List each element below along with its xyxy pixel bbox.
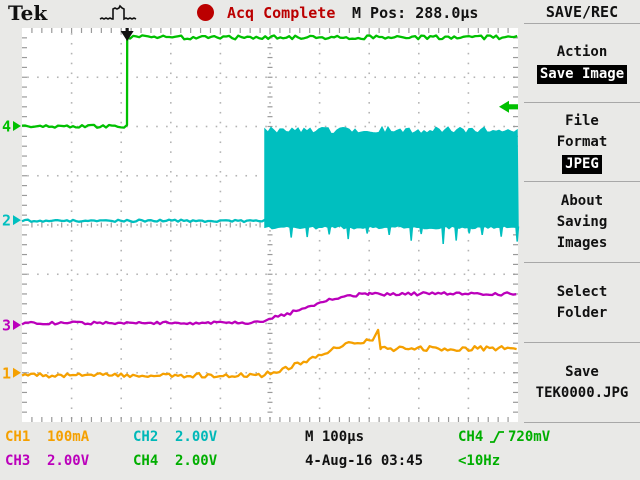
ch1-trace (21, 328, 517, 379)
status-bar: CH1 100mA CH2 2.00V M 100µs CH4 720mV CH… (0, 426, 640, 480)
ch2-label: CH2 (133, 429, 159, 445)
svg-text:3: 3 (2, 316, 11, 334)
header-bar: Tek Acq Complete M Pos: 288.0µs (0, 0, 640, 26)
menu-item-label: Saving (556, 213, 608, 230)
trigger-frequency-readout: <10Hz (458, 453, 501, 469)
ch2-zero-marker: 2 (2, 212, 21, 230)
svg-text:2: 2 (2, 212, 11, 230)
ch1-label: CH1 (5, 429, 31, 445)
softkey-menu: SAVE/REC Action Save Image File Format J… (524, 0, 640, 480)
menu-item-selected-value: Save Image (536, 65, 628, 84)
ch1-scale-readout: 100mA (47, 429, 90, 445)
menu-item-label: Action (556, 44, 608, 60)
ch2-trace-band (264, 125, 520, 244)
ch4-scale-readout: 2.00V (175, 453, 218, 469)
ch3-scale-readout: 2.00V (47, 453, 90, 469)
ch3-trace (21, 291, 517, 326)
menu-item-select-folder[interactable]: Select Folder (524, 263, 640, 343)
menu-title: SAVE/REC (524, 0, 640, 24)
menu-item-filename: TEK0000.JPG (535, 384, 629, 401)
menu-item-file-format[interactable]: File Format JPEG (524, 103, 640, 182)
trigger-source-label: CH4 (458, 429, 484, 445)
waveform-display: 2 4 3 1 (2, 28, 520, 422)
menu-item-label: Images (556, 234, 608, 251)
menu-item-about-saving-images[interactable]: About Saving Images (524, 182, 640, 263)
menu-item-label: Save (565, 363, 599, 380)
svg-text:1: 1 (2, 364, 11, 382)
menu-item-label: Select (556, 283, 608, 300)
menu-item-save-file[interactable]: Save TEK0000.JPG (524, 343, 640, 423)
trigger-level-readout: 720mV (508, 429, 551, 445)
ch4-zero-marker: 4 (2, 118, 21, 136)
timebase-readout: M 100µs (305, 429, 365, 445)
acquisition-status-icon (197, 4, 214, 21)
ch3-label: CH3 (5, 453, 31, 469)
tek-logo: Tek (8, 1, 48, 25)
ch1-zero-marker: 1 (2, 364, 21, 382)
acquisition-status-text: Acq Complete (227, 4, 336, 22)
menu-item-label: About (560, 192, 604, 209)
datetime-readout: 4-Aug-16 03:45 (305, 453, 424, 469)
ch2-trace (21, 218, 266, 224)
trigger-rising-slope-icon (490, 431, 504, 443)
menu-item-label: Folder (556, 304, 608, 321)
menu-item-selected-value: JPEG (562, 154, 602, 174)
trigger-position-marker (120, 28, 134, 41)
ch3-zero-marker: 3 (2, 316, 21, 334)
ch4-trace (21, 34, 518, 129)
trigger-level-marker (499, 100, 518, 113)
menu-item-action[interactable]: Action Save Image (524, 24, 640, 103)
svg-text:4: 4 (2, 118, 11, 136)
menu-item-label: File (565, 112, 599, 129)
trigger-status-waveform-icon (99, 4, 137, 21)
ch2-scale-readout: 2.00V (175, 429, 218, 445)
menu-item-label: Format (556, 133, 608, 150)
ch4-label: CH4 (133, 453, 159, 469)
horizontal-position-readout: M Pos: 288.0µs (352, 4, 479, 22)
